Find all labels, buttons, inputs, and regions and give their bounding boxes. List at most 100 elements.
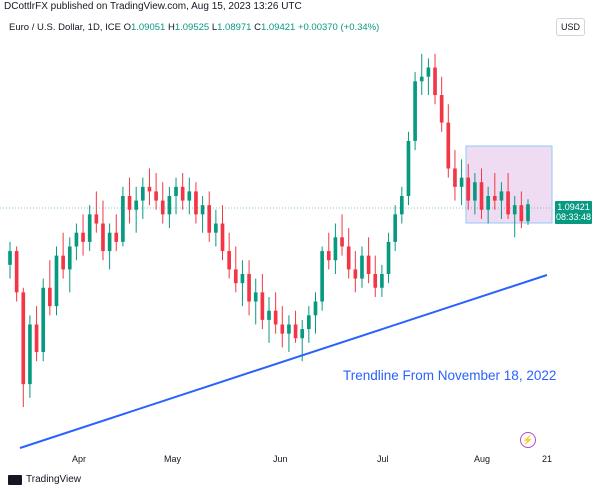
candle-body[interactable] — [260, 292, 265, 320]
trendline[interactable] — [19, 274, 548, 449]
current-price-tag: 1.09421 08:33:48 — [555, 201, 592, 224]
candle-body[interactable] — [459, 177, 464, 187]
currency-button[interactable]: USD — [556, 18, 585, 36]
candle-body[interactable] — [273, 310, 278, 325]
candle-body[interactable] — [81, 232, 85, 242]
candle-body[interactable] — [426, 67, 431, 77]
candle-body[interactable] — [287, 324, 291, 334]
candle-body[interactable] — [333, 237, 338, 261]
candle-body[interactable] — [14, 251, 19, 293]
candle-body[interactable] — [340, 237, 344, 247]
candle-body[interactable] — [320, 251, 324, 302]
x-axis-label-21: 21 — [542, 454, 553, 464]
candle-body[interactable] — [107, 232, 112, 252]
candle-body[interactable] — [67, 246, 72, 270]
candle-body[interactable] — [386, 241, 391, 274]
low-value: 1.08971 — [217, 22, 252, 33]
x-axis-label-may: May — [164, 454, 182, 464]
candle-body[interactable] — [280, 324, 285, 334]
close-value: 1.09421 — [260, 22, 296, 33]
candle-body[interactable] — [486, 196, 490, 210]
candle-body[interactable] — [247, 274, 251, 302]
candle-body[interactable] — [512, 205, 517, 215]
candle-body[interactable] — [393, 214, 398, 242]
candle-body[interactable] — [373, 274, 378, 288]
candle-body[interactable] — [167, 196, 172, 215]
candle-body[interactable] — [48, 287, 52, 307]
publisher-header: DCottlrFX published on TradingView.com, … — [4, 1, 302, 12]
candle-body[interactable] — [121, 196, 125, 242]
candle-body[interactable] — [220, 223, 225, 252]
candle-body[interactable] — [293, 324, 298, 339]
candle-body[interactable] — [94, 214, 99, 224]
candle-body[interactable] — [307, 315, 311, 330]
candle-body[interactable] — [21, 292, 26, 385]
candle-body[interactable] — [360, 255, 364, 279]
candle-body[interactable] — [380, 274, 384, 288]
candle-body[interactable] — [419, 76, 424, 82]
tradingview-logo-icon — [8, 475, 22, 485]
candle-body[interactable] — [227, 251, 231, 270]
candle-body[interactable] — [147, 186, 152, 192]
candle-body[interactable] — [446, 122, 451, 169]
candle-body[interactable] — [187, 191, 192, 201]
x-axis-label-apr: Apr — [72, 454, 87, 464]
candle-body[interactable] — [492, 196, 497, 201]
footer-brand[interactable]: TradingView — [8, 473, 81, 487]
candle-body[interactable] — [140, 186, 145, 201]
candle-body[interactable] — [406, 140, 411, 196]
candle-body[interactable] — [466, 177, 471, 201]
x-axis-label-jun: Jun — [273, 454, 288, 464]
candle-body[interactable] — [134, 200, 139, 210]
candle-body[interactable] — [479, 182, 484, 210]
footer-brand-text: TradingView — [26, 474, 82, 485]
candle-body[interactable] — [101, 223, 105, 252]
candle-body[interactable] — [154, 191, 158, 201]
candle-body[interactable] — [214, 223, 218, 233]
candle-body[interactable] — [506, 191, 510, 215]
candle-body[interactable] — [240, 274, 245, 284]
trendline-annotation[interactable]: Trendline From November 18, 2022 — [343, 368, 557, 383]
current-price: 1.09421 — [557, 202, 590, 212]
candle-body[interactable] — [34, 324, 39, 352]
candle-body[interactable] — [207, 205, 212, 233]
candle-body[interactable] — [399, 196, 404, 215]
candle-body[interactable] — [127, 196, 132, 210]
candle-body[interactable] — [313, 301, 318, 316]
candle-body[interactable] — [253, 292, 258, 302]
candle-body[interactable] — [74, 232, 79, 247]
candle-body[interactable] — [54, 255, 59, 307]
candle-body[interactable] — [300, 329, 305, 339]
candle-body[interactable] — [8, 251, 12, 265]
candle-body[interactable] — [346, 246, 351, 270]
candle-body[interactable] — [526, 204, 530, 222]
candle-body[interactable] — [439, 95, 444, 123]
open-value: 1.09051 — [130, 22, 166, 33]
candle-body[interactable] — [473, 182, 477, 201]
candle-body[interactable] — [28, 324, 32, 385]
candle-body[interactable] — [41, 287, 46, 352]
candle-body[interactable] — [413, 81, 417, 141]
candle-body[interactable] — [267, 310, 271, 320]
candle-body[interactable] — [326, 251, 331, 261]
candle-body[interactable] — [160, 200, 165, 215]
candle-body[interactable] — [87, 214, 92, 242]
candle-body[interactable] — [433, 67, 437, 96]
candle-body[interactable] — [233, 269, 238, 284]
candle-body[interactable] — [353, 269, 358, 279]
candle-body[interactable] — [366, 255, 371, 274]
candles-group — [8, 53, 530, 408]
candle-body[interactable] — [200, 205, 205, 215]
candle-body[interactable] — [519, 205, 524, 222]
candle-body[interactable] — [499, 191, 504, 201]
candle-body[interactable] — [61, 255, 65, 270]
candle-body[interactable] — [453, 168, 457, 187]
candle-body[interactable] — [114, 232, 119, 242]
candle-body[interactable] — [174, 186, 178, 196]
candle-body[interactable] — [180, 186, 185, 201]
lightning-icon[interactable]: ⚡ — [520, 432, 536, 448]
change-value: +0.00370 (+0.34%) — [297, 22, 380, 33]
candle-body[interactable] — [194, 191, 198, 215]
symbol-name[interactable]: Euro / U.S. Dollar, 1D, ICE — [9, 22, 121, 33]
